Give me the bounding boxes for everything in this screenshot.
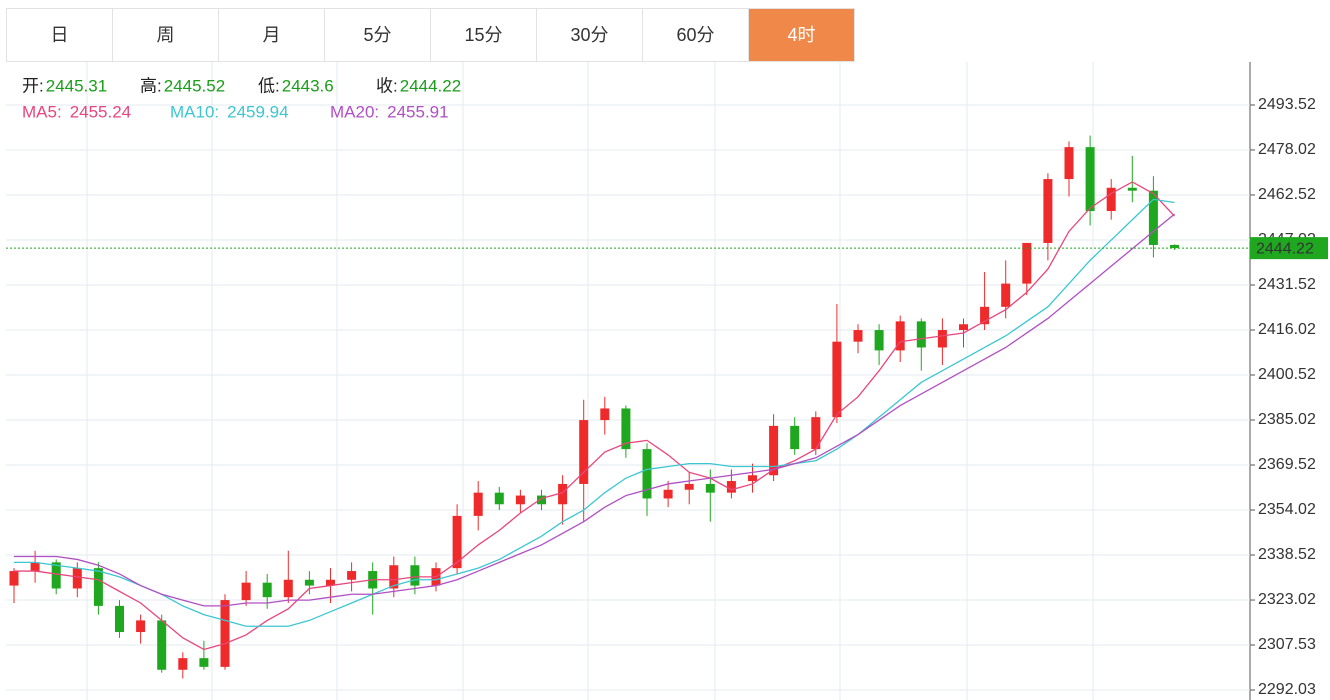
candle-body (663, 489, 673, 499)
candle-body (72, 568, 82, 589)
legend-value: 2455.91 (387, 102, 448, 121)
candle-body (1106, 187, 1116, 212)
candle-body (1170, 244, 1179, 249)
candle-body (1022, 242, 1032, 284)
candle-body (579, 420, 589, 484)
last-price-label: 2444.22 (1256, 240, 1314, 257)
y-tick-label: 2369.52 (1258, 456, 1316, 473)
candle-body (136, 620, 146, 633)
legend-name: MA20: (330, 102, 379, 121)
ohlc-value: 2443.6 (282, 76, 334, 95)
candle-body (642, 449, 652, 499)
candle-body (115, 605, 124, 633)
candle-body (473, 492, 483, 516)
y-tick-label: 2493.52 (1258, 96, 1316, 113)
ma-line (14, 181, 1175, 651)
candle-body (1148, 190, 1158, 245)
candle-body (1001, 283, 1011, 307)
period-tab[interactable]: 月 (219, 9, 325, 61)
y-tick-label: 2462.52 (1258, 186, 1316, 203)
candle-body (389, 565, 399, 589)
ohlc-value: 2445.52 (164, 76, 225, 95)
period-tabs: 日周月 5分 15分 30分 60分 4时 (6, 8, 855, 62)
candle-body (1127, 187, 1137, 191)
candle-body (959, 324, 968, 331)
legend-name: MA5: (22, 102, 62, 121)
period-tab[interactable]: 15分 (431, 9, 537, 61)
candle-body (916, 321, 926, 348)
candle-body (304, 579, 314, 586)
ohlc-value: 2444.22 (400, 76, 461, 95)
candle-body (980, 306, 990, 325)
candle-body (347, 571, 357, 580)
legend-name: MA10: (170, 102, 219, 121)
y-tick-label: 2354.02 (1258, 501, 1316, 518)
period-tab[interactable]: 日 (7, 9, 113, 61)
y-tick-label: 2323.02 (1258, 591, 1316, 608)
candle-body (199, 658, 209, 667)
y-tick-label: 2431.52 (1258, 276, 1316, 293)
candle-body (262, 582, 272, 598)
ohlc-value: 2445.31 (46, 76, 107, 95)
period-tab[interactable]: 5分 (325, 9, 431, 61)
ohlc-label: 开: (22, 76, 44, 95)
last-price-badge (1250, 237, 1328, 260)
candle-body (937, 330, 947, 348)
candle-body (705, 483, 715, 493)
ohlc-label: 高: (140, 76, 162, 95)
period-tab[interactable]: 周 (113, 9, 219, 61)
candle-body (748, 475, 757, 482)
candle-body (790, 425, 800, 450)
y-tick-label: 2338.52 (1258, 546, 1316, 563)
candle-body (178, 658, 188, 670)
candle-body (600, 408, 610, 421)
y-tick-label: 2478.02 (1258, 141, 1316, 158)
period-tab[interactable]: 30分 (537, 9, 643, 61)
candle-body (558, 483, 568, 505)
candle-body (1085, 147, 1095, 212)
ohlc-label: 收: (376, 76, 398, 95)
legend-value: 2455.24 (70, 102, 131, 121)
candle-body (853, 330, 863, 342)
candle-body (621, 408, 631, 450)
candle-body (241, 582, 251, 601)
candle-body (726, 481, 736, 493)
candle-body (157, 620, 167, 670)
candle-body (1043, 179, 1053, 243)
candle-body (452, 515, 462, 569)
candle-body (93, 568, 103, 606)
y-tick-label: 2307.53 (1258, 636, 1316, 653)
period-tab[interactable]: 4时 (749, 9, 855, 61)
y-tick-label: 2416.02 (1258, 321, 1316, 338)
candle-body (537, 495, 546, 505)
candle-body (30, 562, 40, 572)
candle-body (1064, 147, 1074, 180)
candle-body (51, 562, 61, 589)
ma-line (14, 198, 1175, 627)
candle-body (220, 600, 230, 667)
candle-body (326, 579, 335, 586)
candle-body (9, 571, 19, 586)
candle-body (895, 321, 905, 351)
candle-body (874, 330, 884, 351)
candle-body (832, 341, 842, 418)
y-tick-label: 2292.03 (1258, 681, 1316, 698)
candle-body (283, 579, 293, 598)
ohlc-label: 低: (258, 76, 280, 95)
legend-value: 2459.94 (227, 102, 288, 121)
y-tick-label: 2400.52 (1258, 366, 1316, 383)
period-tab[interactable]: 60分 (643, 9, 749, 61)
candle-body (684, 483, 694, 490)
candle-body (811, 417, 821, 450)
y-tick-label: 2385.02 (1258, 411, 1316, 428)
candle-body (410, 565, 420, 586)
candle-body (769, 425, 779, 476)
candle-body (494, 492, 504, 505)
candle-body (515, 495, 525, 505)
ma-line (14, 213, 1175, 607)
